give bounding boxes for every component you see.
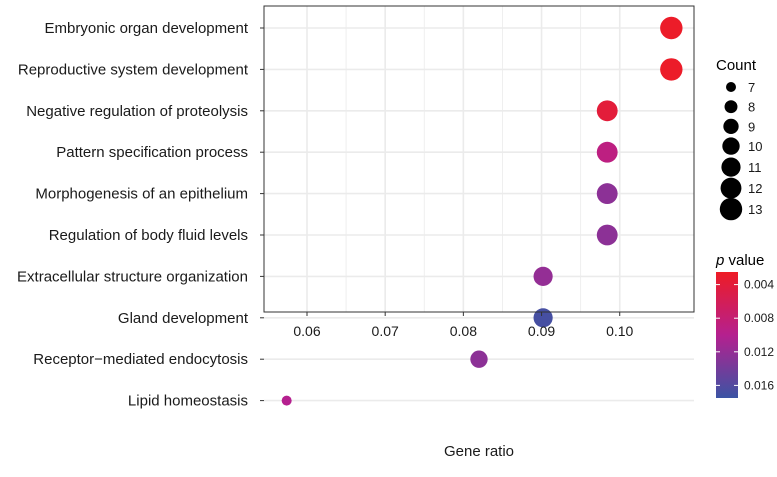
count-legend-label: 8 xyxy=(748,100,755,115)
data-point xyxy=(533,308,553,328)
data-point xyxy=(596,224,618,246)
pvalue-legend-title: p value xyxy=(715,252,764,269)
y-axis: Embryonic organ development Reproductive … xyxy=(17,20,264,410)
data-point xyxy=(660,58,683,81)
x-tick-label: 0.09 xyxy=(528,323,555,339)
plot-panel xyxy=(264,6,694,312)
pvalue-legend: p value 0.004 0.008 0.012 0.016 xyxy=(715,252,774,398)
count-legend-key xyxy=(722,137,740,155)
y-tick-label: Gland development xyxy=(118,310,249,327)
count-legend-title: Count xyxy=(716,57,757,74)
count-legend-label: 11 xyxy=(748,160,762,175)
count-legend: Count 7 8 9 10 11 12 13 xyxy=(716,57,762,221)
count-legend-key xyxy=(724,100,738,114)
count-legend-label: 10 xyxy=(748,139,762,154)
x-tick-label: 0.06 xyxy=(293,323,320,339)
colorbar-tick-label: 0.008 xyxy=(744,311,774,325)
y-tick-label: Pattern specification process xyxy=(56,144,248,161)
x-axis-title: Gene ratio xyxy=(444,443,514,460)
plot-border xyxy=(263,5,695,313)
data-point xyxy=(281,395,292,406)
colorbar-tick-label: 0.004 xyxy=(744,278,774,292)
colorbar-tick-label: 0.012 xyxy=(744,345,774,359)
count-legend-key xyxy=(720,177,742,199)
count-legend-label: 12 xyxy=(748,181,762,196)
x-tick-label: 0.10 xyxy=(606,323,633,339)
y-tick-label: Regulation of body fluid levels xyxy=(49,227,248,244)
y-tick-label: Receptor−mediated endocytosis xyxy=(33,351,248,368)
x-tick-label: 0.07 xyxy=(372,323,399,339)
count-legend-label: 9 xyxy=(748,119,755,134)
y-tick-label: Embryonic organ development xyxy=(45,20,249,37)
data-point xyxy=(533,266,553,286)
colorbar-tick-label: 0.016 xyxy=(744,378,774,392)
y-tick-label: Reproductive system development xyxy=(18,61,249,78)
y-tick-label: Lipid homeostasis xyxy=(128,393,248,410)
y-tick-label: Negative regulation of proteolysis xyxy=(26,103,248,120)
y-tick-label: Morphogenesis of an epithelium xyxy=(35,186,248,203)
data-point xyxy=(660,16,683,40)
x-tick-label: 0.08 xyxy=(450,323,477,339)
count-legend-key xyxy=(726,82,736,92)
count-legend-key xyxy=(719,197,743,221)
data-point xyxy=(596,141,618,163)
pvalue-colorbar xyxy=(716,272,738,398)
count-legend-key xyxy=(721,157,741,177)
count-legend-label: 13 xyxy=(748,202,762,217)
point-layer xyxy=(281,16,683,406)
data-point xyxy=(596,183,618,205)
count-legend-key xyxy=(723,118,739,135)
y-tick-label: Extracellular structure organization xyxy=(17,268,248,285)
count-legend-label: 7 xyxy=(748,80,755,95)
data-point xyxy=(470,350,488,368)
x-axis: 0.06 0.07 0.08 0.09 0.10 xyxy=(293,312,634,339)
data-point xyxy=(596,100,618,122)
